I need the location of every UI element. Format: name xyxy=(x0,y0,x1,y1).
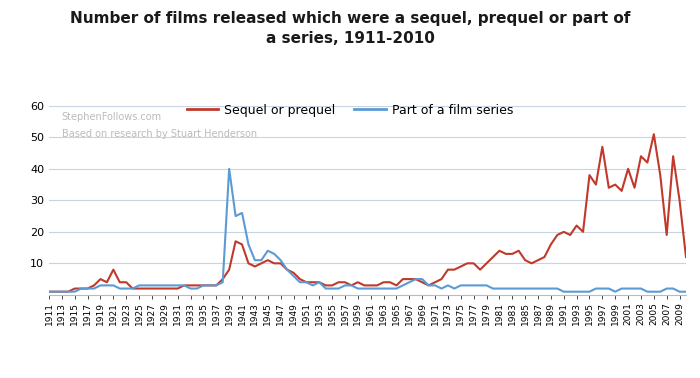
Part of a film series xyxy=(431,283,440,288)
Sequel or prequel xyxy=(45,290,53,294)
Sequel or prequel xyxy=(656,173,664,177)
Part of a film series xyxy=(225,167,233,171)
Part of a film series xyxy=(45,290,53,294)
Part of a film series xyxy=(193,286,201,291)
Sequel or prequel xyxy=(373,283,382,288)
Legend: Sequel or prequel, Part of a film series: Sequel or prequel, Part of a film series xyxy=(182,99,518,122)
Line: Sequel or prequel: Sequel or prequel xyxy=(49,134,686,292)
Part of a film series xyxy=(379,286,388,291)
Sequel or prequel xyxy=(682,255,690,259)
Text: Based on research by Stuart Henderson: Based on research by Stuart Henderson xyxy=(62,129,257,138)
Part of a film series xyxy=(656,290,664,294)
Part of a film series xyxy=(167,283,176,288)
Text: Number of films released which were a sequel, prequel or part of
a series, 1911-: Number of films released which were a se… xyxy=(70,11,630,46)
Part of a film series xyxy=(682,290,690,294)
Sequel or prequel xyxy=(424,283,433,288)
Part of a film series xyxy=(637,286,645,291)
Sequel or prequel xyxy=(630,186,638,190)
Text: StephenFollows.com: StephenFollows.com xyxy=(62,112,162,121)
Sequel or prequel xyxy=(193,283,201,288)
Sequel or prequel xyxy=(650,132,658,136)
Line: Part of a film series: Part of a film series xyxy=(49,169,686,292)
Sequel or prequel xyxy=(167,286,176,291)
